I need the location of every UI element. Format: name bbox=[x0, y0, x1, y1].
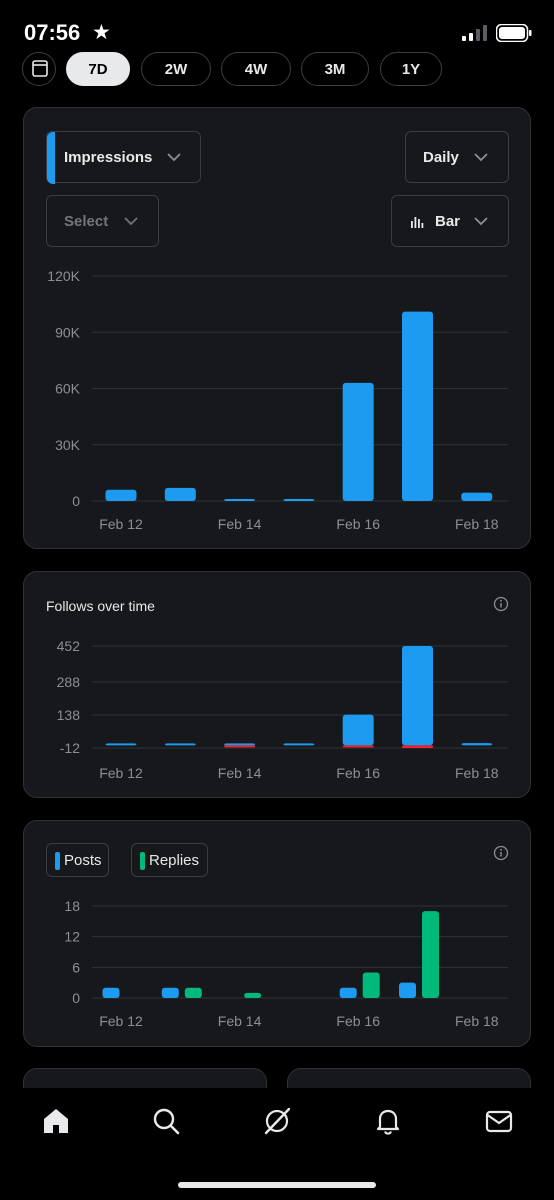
bar-replies bbox=[244, 992, 262, 998]
mail-icon[interactable] bbox=[484, 1106, 514, 1136]
bar-replies bbox=[362, 972, 380, 998]
bar-replies bbox=[184, 987, 202, 998]
bar-impressions bbox=[224, 499, 256, 501]
bar-follows bbox=[402, 646, 433, 746]
bar-follows bbox=[342, 714, 374, 746]
x-tick-label: Feb 14 bbox=[218, 765, 262, 781]
x-tick-label: Feb 16 bbox=[336, 516, 380, 532]
tab-2w[interactable]: 2W bbox=[141, 52, 211, 86]
range-tabs: 7D 2W 4W 3M 1Y bbox=[0, 52, 554, 90]
replies-swatch bbox=[140, 852, 145, 870]
y-tick-label: 12 bbox=[64, 929, 80, 945]
compare-dropdown[interactable]: Select bbox=[46, 195, 159, 247]
x-tick-label: Feb 18 bbox=[455, 765, 499, 781]
follows-card: Follows over time -12 138 288 452 Feb 12 Feb … bbox=[23, 571, 531, 798]
bar-follows bbox=[224, 743, 256, 746]
compare-dropdown-label: Select bbox=[64, 212, 109, 230]
calendar-icon bbox=[32, 60, 48, 77]
impressions-card: Impressions Daily Select Bar 0 30K 60K 90K 1… bbox=[23, 107, 531, 549]
chevron-down-icon bbox=[474, 217, 488, 226]
signal-icon bbox=[462, 25, 487, 41]
bar-impressions bbox=[342, 382, 374, 501]
bar-follows bbox=[164, 743, 196, 746]
x-tick-label: Feb 16 bbox=[336, 1013, 380, 1029]
y-tick-label: 0 bbox=[72, 493, 80, 509]
bar-unfollows bbox=[342, 745, 374, 748]
status-time: 07:56 bbox=[24, 20, 81, 45]
bar-posts bbox=[161, 987, 179, 998]
bar-follows bbox=[105, 743, 137, 746]
tab-7d[interactable]: 7D bbox=[66, 52, 130, 86]
x-tick-label: Feb 16 bbox=[336, 765, 380, 781]
y-tick-label: -12 bbox=[60, 740, 80, 756]
y-tick-label: 30K bbox=[55, 437, 81, 453]
interval-dropdown[interactable]: Daily bbox=[405, 131, 509, 183]
posts-swatch bbox=[55, 852, 60, 870]
bar-chart-icon bbox=[411, 217, 424, 228]
metric-dropdown-label: Impressions bbox=[64, 148, 153, 166]
tab-1y[interactable]: 1Y bbox=[380, 52, 442, 86]
x-tick-label: Feb 18 bbox=[455, 516, 499, 532]
chevron-down-icon bbox=[167, 153, 181, 162]
bar-posts bbox=[102, 987, 120, 998]
info-icon[interactable] bbox=[493, 596, 509, 612]
home-indicator bbox=[178, 1182, 376, 1188]
x-tick-label: Feb 18 bbox=[455, 1013, 499, 1029]
x-tick-label: Feb 14 bbox=[218, 1013, 262, 1029]
bar-unfollows bbox=[224, 745, 256, 748]
y-tick-label: 0 bbox=[72, 990, 80, 1006]
home-icon[interactable] bbox=[41, 1106, 71, 1136]
bar-impressions bbox=[105, 489, 137, 501]
bar-unfollows bbox=[402, 745, 433, 748]
chart-type-dropdown-label: Bar bbox=[435, 212, 461, 230]
bar-impressions bbox=[164, 487, 196, 501]
bar-impressions bbox=[402, 311, 433, 501]
posts-replies-chart: 0 6 12 18 Feb 12 Feb 14 Feb 16 Feb 18 bbox=[64, 898, 508, 1029]
tab-3m[interactable]: 3M bbox=[301, 52, 369, 86]
battery-icon bbox=[496, 24, 532, 42]
bar-replies bbox=[422, 911, 439, 998]
legend-replies[interactable]: Replies bbox=[131, 843, 208, 877]
search-icon[interactable] bbox=[151, 1106, 181, 1136]
metric-dropdown[interactable]: Impressions bbox=[46, 131, 201, 184]
y-tick-label: 138 bbox=[57, 707, 81, 723]
follows-chart: -12 138 288 452 Feb 12 Feb 14 Feb 16 Feb 18 bbox=[57, 638, 508, 781]
follows-title: Follows over time bbox=[46, 598, 155, 614]
chevron-down-icon bbox=[124, 217, 138, 226]
y-tick-label: 120K bbox=[47, 268, 80, 284]
chart-type-dropdown[interactable]: Bar bbox=[391, 195, 509, 247]
calendar-button[interactable] bbox=[22, 52, 56, 86]
legend-posts[interactable]: Posts bbox=[46, 843, 109, 877]
bar-impressions bbox=[461, 492, 493, 501]
bar-impressions bbox=[283, 499, 315, 501]
y-tick-label: 60K bbox=[55, 381, 81, 397]
x-tick-label: Feb 14 bbox=[218, 516, 262, 532]
bar-follows bbox=[461, 743, 493, 746]
impressions-chart: 0 30K 60K 90K 120K Feb 12 Feb 14 Feb 16 Feb 18 bbox=[47, 268, 508, 532]
y-tick-label: 18 bbox=[64, 898, 80, 914]
metric-accent bbox=[47, 132, 55, 184]
bottom-nav bbox=[0, 1088, 554, 1200]
y-tick-label: 452 bbox=[57, 638, 81, 654]
y-tick-label: 90K bbox=[55, 324, 81, 340]
x-tick-label: Feb 12 bbox=[99, 1013, 143, 1029]
interval-dropdown-label: Daily bbox=[423, 148, 459, 166]
tab-4w[interactable]: 4W bbox=[221, 52, 291, 86]
y-tick-label: 6 bbox=[72, 959, 80, 975]
chevron-down-icon bbox=[474, 153, 488, 162]
bell-icon[interactable] bbox=[373, 1106, 403, 1136]
legend-replies-label: Replies bbox=[149, 851, 200, 869]
bar-posts bbox=[339, 987, 357, 998]
info-icon[interactable] bbox=[493, 845, 509, 861]
x-tick-label: Feb 12 bbox=[99, 765, 143, 781]
bar-posts bbox=[399, 982, 416, 998]
legend-posts-label: Posts bbox=[64, 851, 102, 869]
status-bar: 07:56 ★ bbox=[0, 0, 554, 62]
x-tick-label: Feb 12 bbox=[99, 516, 143, 532]
grok-icon[interactable] bbox=[262, 1106, 292, 1136]
star-icon: ★ bbox=[92, 21, 111, 44]
posts-card: Posts Replies 0 6 12 18 Feb 12 Feb 14 Feb 16 Fe… bbox=[23, 820, 531, 1047]
bar-follows bbox=[283, 743, 315, 746]
y-tick-label: 288 bbox=[57, 674, 81, 690]
